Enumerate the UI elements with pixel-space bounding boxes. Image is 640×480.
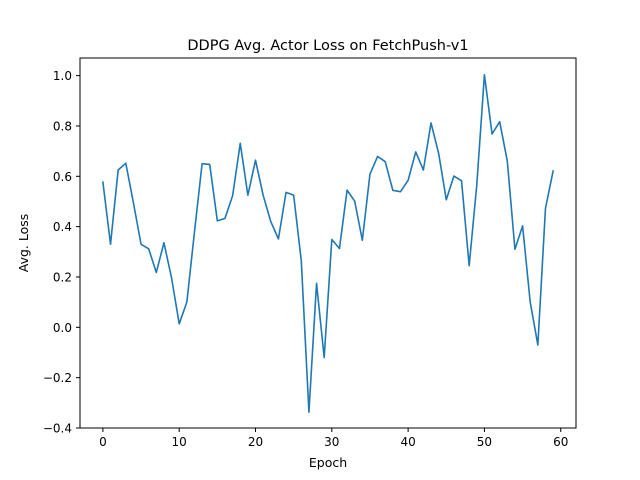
- x-axis-ticks: 0 10 20 30 40 50 60: [99, 428, 568, 449]
- y-tick-label: 0.8: [53, 119, 72, 133]
- y-tick-label: 0.6: [53, 170, 72, 184]
- x-axis-label: Epoch: [309, 455, 347, 470]
- y-tick-label: 1.0: [53, 69, 72, 83]
- y-tick-label: −0.2: [43, 371, 72, 385]
- plot-area: [101, 74, 555, 413]
- y-axis-label: Avg. Loss: [16, 214, 31, 273]
- x-tick-label: 30: [324, 435, 339, 449]
- chart-title: DDPG Avg. Actor Loss on FetchPush-v1: [187, 38, 468, 54]
- y-tick-label: −0.4: [43, 422, 72, 436]
- y-tick-label: 0.0: [53, 321, 72, 335]
- x-tick-label: 40: [400, 435, 415, 449]
- series-line: [101, 74, 555, 413]
- plot-frame: [79, 57, 577, 429]
- y-tick-label: 0.4: [53, 220, 72, 234]
- x-tick-label: 10: [172, 435, 187, 449]
- x-tick-label: 0: [99, 435, 107, 449]
- y-axis-ticks: −0.4 −0.2 0.0 0.2 0.4 0.6 0.8 1.0: [43, 69, 80, 436]
- x-tick-label: 20: [248, 435, 263, 449]
- x-tick-label: 60: [553, 435, 568, 449]
- x-tick-label: 50: [477, 435, 492, 449]
- y-tick-label: 0.2: [53, 270, 72, 284]
